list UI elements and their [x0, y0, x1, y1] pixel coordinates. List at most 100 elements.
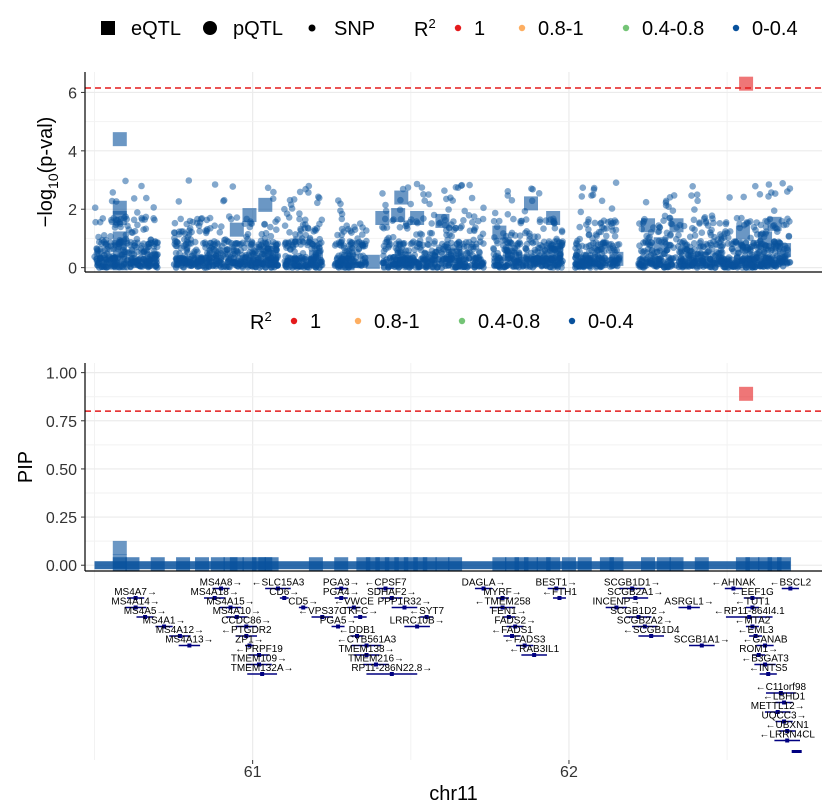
snp-point [138, 182, 145, 190]
snp-point [478, 260, 486, 267]
snp-point [466, 181, 473, 189]
gene-exon [336, 624, 341, 629]
snp-point [296, 188, 304, 196]
gene-label: MS4A15→ [206, 597, 254, 608]
gene-exon [320, 615, 325, 619]
snp-point [696, 239, 704, 247]
gene: TKFC→ [342, 606, 378, 619]
snp-point [338, 225, 346, 233]
snp-point [298, 262, 305, 270]
eqtl-point [391, 208, 406, 223]
snp-point [745, 255, 752, 263]
gene: ←GANAB [743, 635, 788, 648]
snp-point [100, 232, 108, 239]
snp-point [470, 213, 478, 220]
snp-point [450, 218, 457, 225]
snp-point [551, 238, 558, 245]
circle-icon [203, 21, 217, 35]
snp-point [493, 262, 501, 269]
gene: ←FTH1 [542, 587, 577, 600]
gene: ←VWCE [334, 597, 374, 610]
snp-point [578, 193, 586, 200]
gene-exon [234, 615, 239, 619]
gene-exon [785, 738, 790, 743]
pip-eqtl-point [150, 557, 165, 572]
snp-point [420, 191, 427, 198]
snp-point [241, 244, 248, 252]
snp-point [558, 227, 566, 234]
snp-point [529, 239, 537, 247]
snp-point [508, 239, 515, 247]
snp-point [302, 221, 309, 228]
snp-point [693, 191, 701, 198]
snp-point [599, 240, 607, 247]
eqtl-point [735, 225, 750, 240]
gene: PPP1R32→ [378, 597, 431, 610]
snp-point [656, 224, 663, 231]
gene: LRRC10B→ [390, 616, 445, 629]
snp-point [504, 192, 512, 199]
snp-point [193, 246, 200, 254]
gene-exon [133, 596, 138, 600]
snp-point [287, 201, 295, 208]
gene: TMEM132A→ [231, 663, 294, 676]
gene: ←EEF1G [731, 587, 774, 600]
snp-point [244, 262, 252, 269]
snp-point [308, 245, 315, 252]
snp-point [546, 259, 554, 266]
gene: METTL12→ [751, 701, 805, 714]
eqtl-point [505, 251, 520, 266]
gene-label: ←TUT1 [735, 597, 770, 608]
legend-r2-swatch [568, 317, 576, 325]
gene-label: ←MTA2 [734, 616, 770, 627]
gene-exon [247, 643, 252, 648]
gene-exon [339, 586, 344, 591]
gene-exon [177, 634, 182, 638]
snp-point [517, 217, 524, 225]
gene: ←FADS3 [504, 635, 546, 648]
x-tick-label: 61 [244, 764, 262, 781]
snp-point [331, 242, 339, 249]
snp-point [213, 254, 221, 262]
gene: TMEM138→ [338, 644, 395, 657]
gene: MS4A13→ [165, 635, 214, 648]
gene-label: ←UBXN1 [766, 720, 810, 731]
snp-point [211, 181, 219, 188]
snp-point [733, 254, 741, 262]
pip-eqtl-point [334, 557, 349, 572]
snp-point [302, 231, 310, 239]
snp-point [475, 217, 482, 225]
snp-point [480, 204, 487, 212]
gene-exon [633, 596, 638, 600]
gene: MS4A7→ [114, 587, 157, 600]
gene-label: ←EEF1G [731, 587, 774, 598]
snp-point [441, 187, 448, 194]
snp-point [604, 218, 612, 226]
eqtl-point [397, 251, 412, 266]
snp-point [379, 190, 386, 197]
gene-exon [699, 643, 704, 648]
gene-label: ←SYT7 [409, 606, 444, 617]
snp-point [675, 231, 682, 239]
gene: CD6→ [269, 587, 299, 600]
snp-point [302, 216, 309, 224]
snp-point [681, 240, 689, 247]
legend-r2-label: 0-0.4 [588, 311, 634, 333]
pval-panel: 0 2 4 6 −log10(p-val) [35, 72, 822, 278]
snp-point [177, 215, 184, 223]
gene-exon [731, 586, 736, 591]
gene: ←B3GAT3 [741, 654, 789, 667]
snp-point [281, 222, 289, 229]
snp-point [351, 223, 358, 231]
pip-eqtl-point [229, 557, 244, 572]
snp-point [246, 223, 254, 231]
gene-label: TMEM132A→ [231, 663, 294, 674]
snp-point [143, 194, 150, 202]
gene-exon [364, 643, 369, 648]
snp-point [337, 207, 344, 214]
snp-point [642, 198, 650, 206]
legend-r2-swatch [354, 317, 362, 325]
gene-label: PGA3→ [323, 578, 360, 589]
snp-point [510, 215, 517, 223]
snp-point [134, 256, 142, 264]
